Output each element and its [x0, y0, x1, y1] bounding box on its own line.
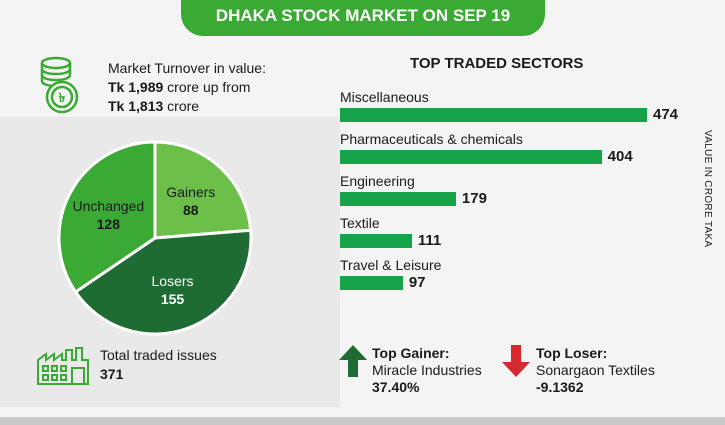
top-gainer: Top Gainer: Miracle Industries 37.40% [372, 345, 482, 396]
pie-label-value: 88 [183, 202, 199, 219]
top-gainer-value: 37.40% [372, 379, 420, 395]
pie-label-losers: Losers 155 [128, 272, 218, 308]
sectors-unit-label: VALUE IN CRORE TAKA [702, 130, 713, 248]
sector-label: Pharmaceuticals & chemicals [340, 131, 523, 147]
sector-bar [340, 276, 403, 290]
sector-bar [340, 150, 602, 164]
market-turnover-text: Market Turnover in value: Tk 1,989 crore… [108, 59, 266, 116]
issues-value: 371 [100, 366, 124, 382]
sector-bar-value: 404 [607, 148, 633, 165]
pie-label-gainers: Gainers 88 [146, 183, 236, 219]
turnover-line-2: Tk 1,989 crore up from [108, 78, 266, 97]
top-loser-title: Top Loser: [536, 345, 608, 361]
sector-label: Engineering [340, 173, 415, 189]
page-title: DHAKA STOCK MARKET ON SEP 19 [215, 6, 511, 25]
sector-bar-value: 179 [461, 190, 487, 207]
pie-slice-losers [73, 228, 253, 336]
bottom-bar [0, 417, 725, 425]
sector-label: Miscellaneous [340, 89, 429, 105]
factory-icon [37, 347, 89, 385]
issues-label: Total traded issues [100, 347, 217, 363]
top-loser: Top Loser: Sonargaon Textiles -9.1362 [536, 345, 655, 396]
sector-bar-value: 474 [653, 106, 679, 123]
sector-bar-value: 97 [408, 274, 426, 291]
pie-label-name: Gainers [166, 184, 216, 201]
turnover-line-3: Tk 1,813 crore [108, 97, 266, 116]
top-loser-name: Sonargaon Textiles [536, 362, 655, 378]
top-loser-value: -9.1362 [536, 379, 584, 395]
pie-label-unchanged: Unchanged 128 [63, 197, 153, 233]
pie-label-name: Losers [151, 272, 194, 289]
sectors-chart-title: TOP TRADED SECTORS [410, 55, 584, 72]
coins-icon: ৳ [40, 56, 79, 114]
sector-label: Travel & Leisure [340, 257, 442, 273]
top-gainer-title: Top Gainer: [372, 345, 450, 361]
sector-bar [340, 192, 456, 206]
pie-label-value: 128 [96, 216, 120, 233]
svg-text:৳: ৳ [59, 91, 66, 106]
pie-slice-gainers [153, 140, 253, 240]
turnover-line-1: Market Turnover in value: [108, 60, 266, 76]
turnover-previous-value: Tk 1,813 [108, 98, 164, 114]
sector-bar [340, 108, 647, 122]
pie-slice-unchanged [57, 140, 157, 295]
sector-label: Textile [340, 215, 380, 231]
pie-label-name: Unchanged [72, 198, 145, 215]
turnover-value: Tk 1,989 [108, 79, 164, 95]
turnover-line-3-rest: crore [163, 98, 200, 114]
header-banner: DHAKA STOCK MARKET ON SEP 19 [181, 0, 545, 36]
issues-pie-chart [57, 140, 253, 336]
pie-label-value: 155 [160, 290, 185, 307]
up-arrow-icon [339, 345, 367, 377]
sector-bar-value: 111 [417, 232, 442, 249]
total-traded-issues: Total traded issues 371 [100, 346, 217, 384]
sector-bar [340, 234, 412, 248]
down-arrow-icon [502, 345, 530, 377]
turnover-line-2-rest: crore up from [163, 79, 251, 95]
top-gainer-name: Miracle Industries [372, 362, 482, 378]
